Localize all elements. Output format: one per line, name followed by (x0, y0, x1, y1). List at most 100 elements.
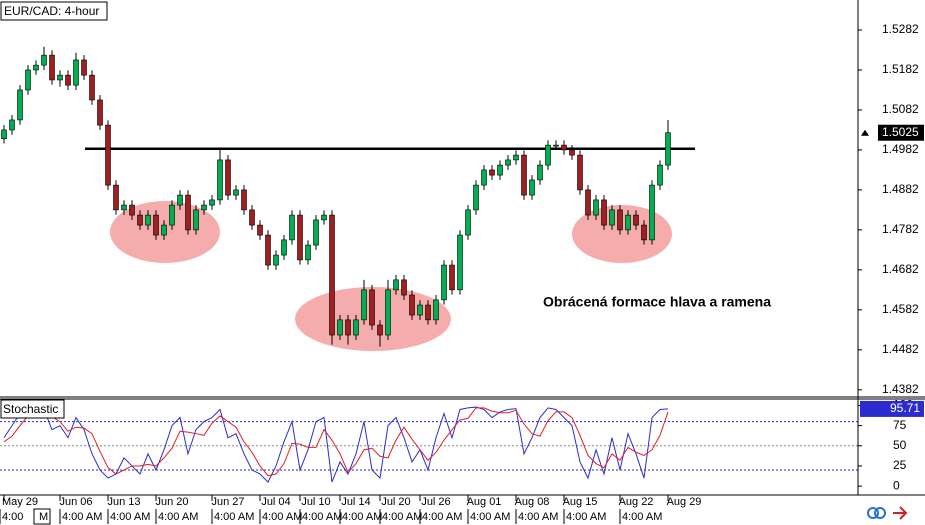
x-tick-label: May 29 (2, 496, 38, 508)
time-label: 4:00 AM (382, 511, 422, 523)
y-tick-label: 1.4982 (882, 142, 919, 156)
candle-body (233, 189, 239, 196)
candle-body (545, 144, 551, 166)
candle-body (633, 214, 639, 226)
candle-body (121, 204, 127, 211)
stoch-line (3, 407, 669, 477)
exit-icon[interactable] (893, 506, 908, 520)
indicator-title: Stochastic (3, 402, 58, 416)
y-tick-label: 1.4382 (882, 382, 919, 396)
x-tick-label: Jun 06 (59, 496, 92, 508)
candle-body (129, 204, 135, 216)
candle-body (609, 209, 615, 226)
candle-body (361, 289, 367, 321)
candle-body (201, 204, 207, 211)
y-tick-label: 1.5082 (882, 102, 919, 116)
candle-body (473, 184, 479, 211)
candle-body (449, 264, 455, 291)
candle-body (505, 159, 511, 166)
time-label: 4:00 AM (110, 511, 150, 523)
y-tick-label: 1.4482 (882, 342, 919, 356)
candle-body (569, 149, 575, 156)
candle-body (465, 209, 471, 236)
x-tick-label: Aug 22 (619, 496, 654, 508)
candle-body (601, 199, 607, 226)
price-marker: 1.5025 (882, 125, 919, 139)
y-tick-label: 1.4682 (882, 262, 919, 276)
time-label: 4:00 AM (62, 511, 102, 523)
y-tick-label: 1.5282 (882, 22, 919, 36)
candle-body (369, 289, 375, 326)
candle-body (513, 154, 519, 161)
candle-body (137, 214, 143, 226)
price-marker-arrow (861, 129, 869, 136)
x-tick-label: Jul 10 (301, 496, 330, 508)
stoch-marker: 95.71 (890, 401, 920, 415)
stoch-tick-label: 0 (893, 478, 900, 492)
candle-body (1, 129, 7, 140)
candle-body (241, 189, 247, 211)
candle-body (185, 194, 191, 231)
time-label: 4:00 AM (214, 511, 254, 523)
candle-body (97, 99, 103, 126)
candle-body (529, 179, 535, 196)
candle-body (321, 214, 327, 221)
toolbar-icons[interactable] (867, 506, 908, 520)
right-shoulder (572, 205, 672, 263)
candle-body (57, 74, 63, 81)
x-tick-label: Aug 01 (467, 496, 502, 508)
time-label: M (39, 511, 48, 523)
candle-body (641, 224, 647, 241)
x-tick-label: Jun 20 (155, 496, 188, 508)
plot-area (0, 46, 858, 483)
sync-icon[interactable] (874, 507, 886, 519)
candle-body (17, 89, 23, 121)
candle-body (25, 69, 31, 91)
time-label: 4:00 AM (262, 511, 302, 523)
candle-body (625, 214, 631, 231)
x-tick-label: Jun 27 (211, 496, 244, 508)
candle-body (489, 169, 495, 176)
stoch-tick-label: 50 (893, 438, 907, 452)
candle-body (73, 59, 79, 86)
candle-body (193, 209, 199, 231)
price-marker-box (878, 124, 924, 141)
time-label: 4:00 AM (342, 511, 382, 523)
x-tick-label: Jun 13 (107, 496, 140, 508)
annotation: Obrácená formace hlava a ramena (543, 294, 771, 310)
time-label: 4:00 AM (470, 511, 510, 523)
y-tick-label: 1.4782 (882, 222, 919, 236)
candle-body (657, 164, 663, 186)
candle-body (441, 264, 447, 301)
candle-body (105, 124, 111, 186)
candle-body (89, 74, 95, 101)
time-label: 4:00 AM (622, 511, 662, 523)
candle-body (273, 254, 279, 266)
candle-body (393, 279, 399, 291)
sync-icon[interactable] (867, 507, 879, 519)
x-tick-label: Jul 14 (341, 496, 370, 508)
candle-body (265, 234, 271, 266)
time-label: 4:00 AM (302, 511, 342, 523)
candle-body (225, 159, 231, 196)
chart-title: EUR/CAD: 4-hour (4, 4, 99, 18)
stoch-line (3, 406, 669, 483)
candle-body (41, 54, 47, 66)
candle-body (409, 294, 415, 316)
candle-body (153, 214, 159, 236)
time-label: 4:00 AM (422, 511, 462, 523)
candle-body (585, 189, 591, 216)
stoch-marker-box (860, 400, 924, 417)
candle-body (617, 209, 623, 231)
candle-body (457, 234, 463, 291)
candle-body (305, 244, 311, 261)
candle-body (113, 184, 119, 211)
candle-body (521, 154, 527, 196)
candle-body (65, 74, 71, 86)
candle-body (481, 169, 487, 186)
candle-body (497, 164, 503, 176)
candle-body (289, 214, 295, 241)
candle-body (33, 64, 39, 71)
